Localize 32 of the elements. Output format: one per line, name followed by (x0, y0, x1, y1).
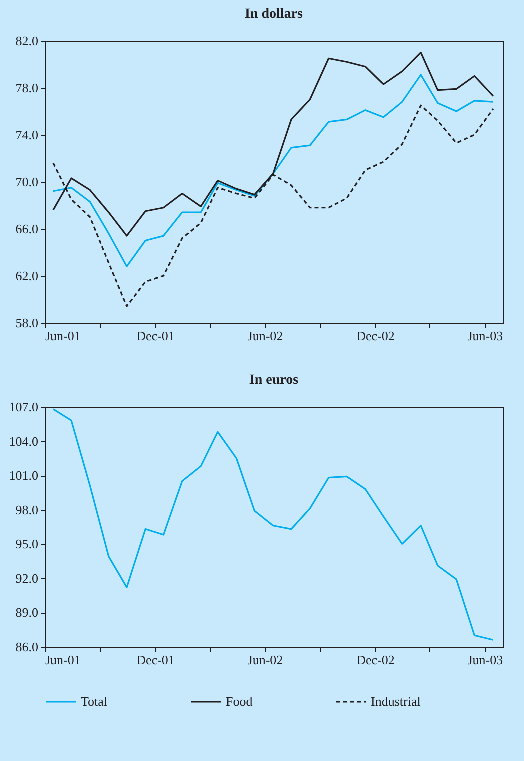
y-tick-label: 95.0 (16, 536, 38, 552)
line-series (52, 74, 494, 268)
y-tick-label: 62.0 (16, 268, 38, 284)
y-tick-label: 66.0 (16, 222, 38, 236)
legend-label: Total (81, 694, 108, 709)
chart-title: In euros (249, 373, 300, 388)
y-tick-label: 89.0 (16, 605, 38, 620)
y-tick-label: 82.0 (16, 34, 38, 48)
x-tick-label: Dec-01 (136, 328, 175, 344)
y-tick-label: 78.0 (16, 80, 38, 96)
chart-title: In dollars (245, 7, 304, 22)
y-tick-label: 104.0 (9, 434, 38, 449)
x-tick-label: Jun-03 (468, 328, 504, 344)
y-tick-label: 70.0 (16, 174, 38, 190)
y-tick-label: 101.0 (9, 468, 38, 484)
y-tick-label: 92.0 (16, 570, 38, 586)
x-tick-label: Jun-02 (248, 328, 284, 344)
x-tick-label: Dec-02 (356, 328, 395, 344)
legend-label: Food (226, 694, 254, 709)
y-tick-label: 107.0 (9, 400, 38, 414)
x-tick-label: Jun-01 (46, 652, 81, 668)
x-tick-label: Dec-01 (136, 652, 175, 668)
x-tick-label: Dec-02 (356, 652, 395, 668)
y-tick-label: 86.0 (16, 640, 38, 654)
x-tick-label: Jun-02 (248, 652, 284, 668)
line-series (52, 408, 494, 641)
legend-label: Industrial (371, 694, 422, 709)
y-tick-label: 74.0 (16, 128, 38, 142)
x-tick-label: Jun-03 (468, 652, 504, 668)
y-tick-label: 98.0 (16, 502, 38, 518)
x-tick-label: Jun-01 (46, 328, 81, 344)
y-tick-label: 58.0 (16, 316, 38, 330)
